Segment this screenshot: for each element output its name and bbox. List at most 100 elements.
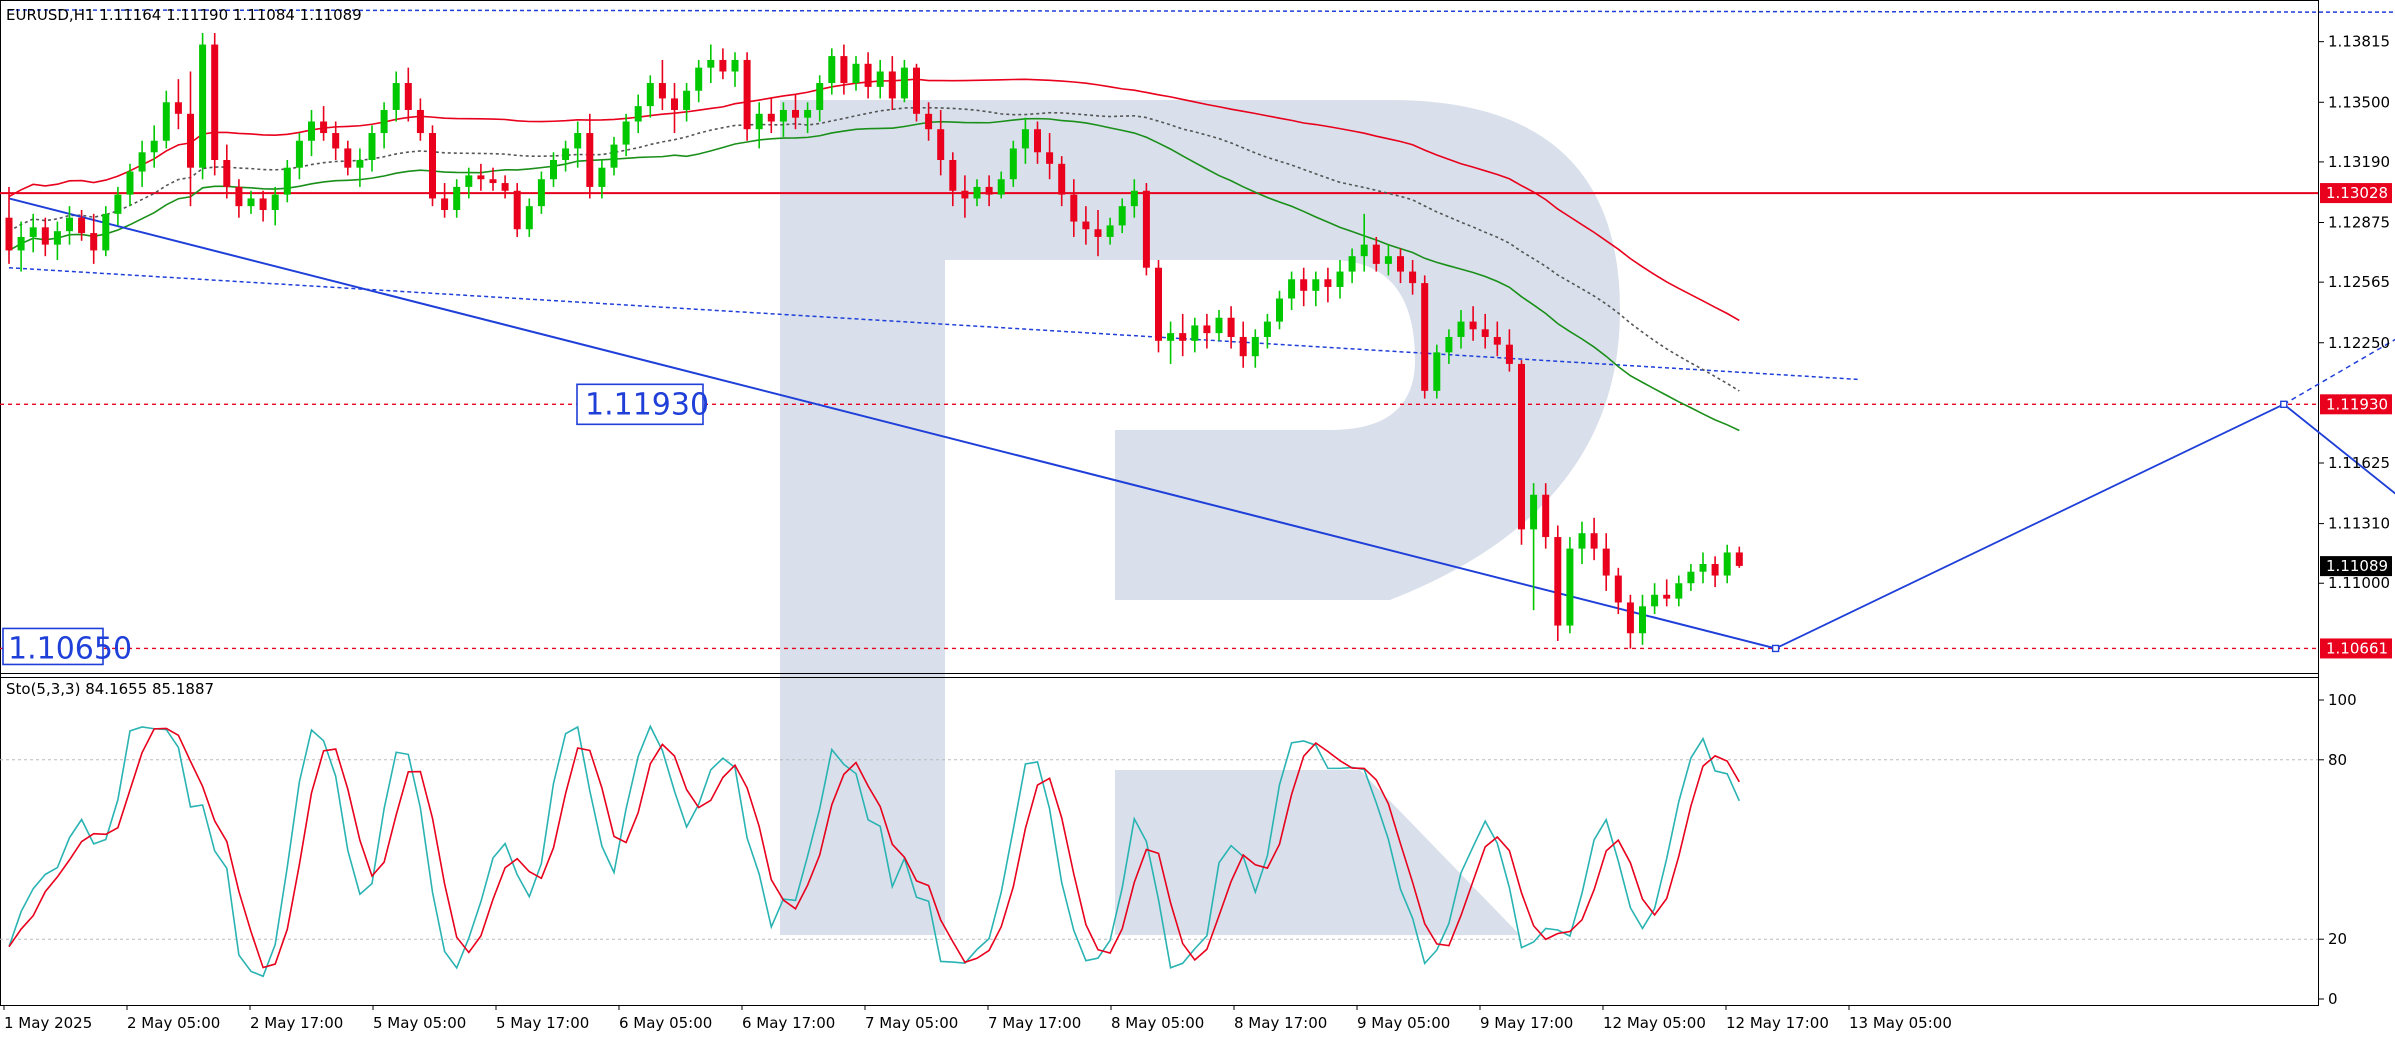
candle-bull: [622, 121, 630, 145]
level-price-label-target: 1.11930: [2326, 395, 2388, 413]
candle-bull: [525, 206, 533, 230]
stochastic-tick-label: 80: [2328, 751, 2347, 769]
candle-bear: [90, 233, 98, 251]
forecast-down-line: [2283, 403, 2395, 495]
target-box-label: 1.11930: [585, 387, 709, 422]
candle-bull: [707, 59, 715, 68]
candle-bear: [949, 159, 957, 191]
candle-bull: [598, 167, 606, 187]
candle-bull: [392, 83, 400, 110]
candle-bull: [1276, 298, 1283, 322]
candle-bear: [344, 148, 352, 168]
candle-bull: [1106, 225, 1114, 237]
forecast-up-line: [1775, 403, 2285, 650]
candle-bull: [1288, 279, 1296, 299]
candle-bear: [320, 121, 328, 134]
candle-bear: [429, 133, 436, 199]
candle-bear: [961, 190, 969, 199]
watermark-leg: [1115, 770, 1520, 935]
candle-bull: [828, 56, 836, 84]
candle-bear: [1602, 548, 1610, 576]
candle-bear: [1227, 317, 1235, 337]
candle-bull: [816, 83, 824, 110]
candle-bull: [453, 186, 461, 211]
forecast-node: [2280, 400, 2288, 409]
price-tick-label: 1.12250: [2328, 334, 2390, 352]
candle-bear: [1397, 256, 1404, 272]
candle-bull: [1191, 325, 1199, 341]
stochastic-tick-label: 0: [2328, 990, 2338, 1008]
candle-bull: [1687, 571, 1695, 584]
candle-bull: [1530, 494, 1538, 530]
time-tick-label: 12 May 17:00: [1726, 1014, 1829, 1032]
candle-bear: [187, 113, 194, 168]
candle-bull: [283, 167, 291, 195]
price-tick-label: 1.13500: [2328, 93, 2390, 111]
candle-bear: [792, 109, 799, 118]
price-tick-label: 1.11625: [2328, 454, 2390, 472]
candle-bear: [1518, 363, 1525, 530]
candle-bull: [550, 159, 557, 180]
candle-bull: [695, 67, 703, 91]
candle-bear: [1735, 552, 1743, 566]
candle-bear: [41, 227, 49, 245]
candle-bull: [574, 133, 582, 149]
level-price-badge-support: [2320, 638, 2392, 659]
candle-bear: [888, 71, 896, 99]
axes: 1.13815 1.13500 1.13190 1.12875 1.12565 1.122…: [3, 33, 2392, 1032]
candle-bear: [235, 186, 243, 207]
candle-bull: [1639, 606, 1646, 634]
candle-bear: [1663, 594, 1671, 599]
candle-bear: [1493, 336, 1501, 345]
price-tick-label: 1.12565: [2328, 273, 2390, 291]
level-price-label-support: 1.10661: [2326, 639, 2388, 657]
candle-bull: [1675, 583, 1683, 599]
candle-bear: [864, 63, 872, 87]
candle-bear: [671, 98, 678, 110]
candle-bear: [174, 102, 182, 114]
candle-bear: [1421, 283, 1429, 391]
candle-bear: [586, 133, 594, 187]
candle-bull: [29, 227, 37, 237]
candle-bear: [767, 113, 775, 122]
candle-bear: [1155, 267, 1162, 341]
candle-bull: [876, 71, 884, 87]
candle-bear: [5, 217, 13, 251]
channel-lower-line: [8, 266, 1861, 381]
candle-bull: [1021, 129, 1029, 149]
candle-bull: [1312, 279, 1320, 291]
candle-bear: [223, 159, 231, 187]
candle-bull: [646, 83, 654, 107]
ma-mid-line: [8, 117, 1740, 432]
level-price-badge-target: [2320, 394, 2392, 415]
candle-bear: [1409, 271, 1417, 284]
candle-bear: [416, 109, 424, 134]
target-box: [576, 383, 704, 426]
stochastic-k-line: [8, 724, 1741, 978]
candle-bull: [380, 109, 388, 134]
candle-bear: [78, 217, 86, 234]
price-tick-label: 1.13815: [2328, 33, 2390, 51]
time-tick-label: 9 May 17:00: [1480, 1014, 1573, 1032]
stochastic-tick-label: 100: [2328, 691, 2357, 709]
stochastic-tick-label: 20: [2328, 930, 2347, 948]
candle-bull: [138, 152, 146, 172]
trend-line: [8, 197, 1776, 650]
candle-bear: [1046, 152, 1054, 164]
candle-bear: [501, 183, 509, 191]
stochastic-header: Sto(5,3,3) 84.1655 85.1887: [6, 680, 214, 698]
time-tick-label: 1 May 2025: [4, 1014, 92, 1032]
candle-bear: [743, 59, 751, 130]
candle-bull: [537, 179, 545, 207]
candle-bear: [1324, 279, 1332, 287]
candle-bull: [779, 109, 787, 122]
time-tick-label: 5 May 17:00: [496, 1014, 589, 1032]
price-panel: 1.11930 1.10650: [0, 9, 2395, 666]
candle-bull: [1384, 256, 1392, 264]
candle-bull: [1167, 333, 1175, 341]
candle-bear: [1082, 221, 1090, 230]
price-tick-label: 1.11000: [2328, 574, 2390, 592]
time-tick-label: 5 May 05:00: [373, 1014, 466, 1032]
